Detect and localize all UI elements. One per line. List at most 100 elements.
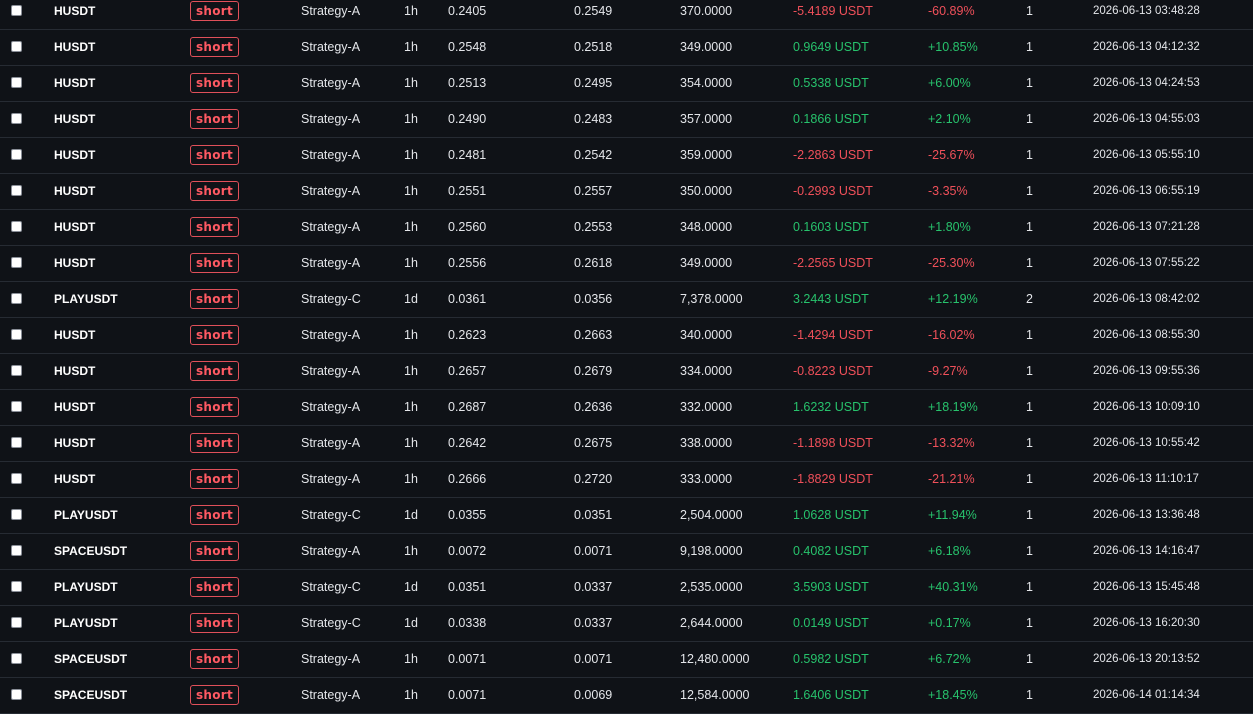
time-cell: 2026-06-13 04:55:03 <box>1093 113 1200 125</box>
row-checkbox[interactable] <box>11 149 22 160</box>
row-checkbox[interactable] <box>11 293 22 304</box>
count-cell: 1 <box>1026 508 1033 522</box>
row-checkbox[interactable] <box>11 689 22 700</box>
table-row[interactable]: HUSDT short Strategy-A 1h 0.2560 0.2553 … <box>0 210 1253 246</box>
side-badge: short <box>190 181 239 201</box>
row-checkbox[interactable] <box>11 257 22 268</box>
entry-price-cell: 0.2548 <box>448 40 487 54</box>
exit-price-cell: 0.0337 <box>574 580 613 594</box>
time-cell: 2026-06-13 14:16:47 <box>1093 545 1200 557</box>
row-checkbox[interactable] <box>11 437 22 448</box>
symbol-cell: HUSDT <box>54 148 96 162</box>
entry-price-cell: 0.2642 <box>448 436 487 450</box>
pnl-percent-cell: +6.00% <box>928 76 971 90</box>
timeframe-cell: 1h <box>404 184 418 198</box>
timeframe-cell: 1d <box>404 580 418 594</box>
count-cell: 1 <box>1026 256 1033 270</box>
entry-price-cell: 0.2560 <box>448 220 487 234</box>
row-checkbox[interactable] <box>11 473 22 484</box>
table-row[interactable]: HUSDT short Strategy-A 1h 0.2687 0.2636 … <box>0 390 1253 426</box>
entry-price-cell: 0.2657 <box>448 364 487 378</box>
quantity-cell: 349.0000 <box>680 256 733 270</box>
row-checkbox[interactable] <box>11 617 22 628</box>
table-row[interactable]: HUSDT short Strategy-A 1h 0.2666 0.2720 … <box>0 462 1253 498</box>
row-checkbox[interactable] <box>11 41 22 52</box>
table-row[interactable]: HUSDT short Strategy-A 1h 0.2623 0.2663 … <box>0 318 1253 354</box>
time-cell: 2026-06-13 10:09:10 <box>1093 401 1200 413</box>
exit-price-cell: 0.2557 <box>574 184 613 198</box>
entry-price-cell: 0.0338 <box>448 616 487 630</box>
row-checkbox[interactable] <box>11 365 22 376</box>
pnl-percent-cell: -13.32% <box>928 436 975 450</box>
table-row[interactable]: PLAYUSDT short Strategy-C 1d 0.0338 0.03… <box>0 606 1253 642</box>
count-cell: 1 <box>1026 40 1033 54</box>
table-row[interactable]: HUSDT short Strategy-A 1h 0.2657 0.2679 … <box>0 354 1253 390</box>
symbol-cell: HUSDT <box>54 328 96 342</box>
pnl-cell: 3.2443 USDT <box>793 292 869 306</box>
pnl-percent-cell: -25.67% <box>928 148 975 162</box>
quantity-cell: 12,584.0000 <box>680 688 750 702</box>
quantity-cell: 350.0000 <box>680 184 733 198</box>
row-checkbox[interactable] <box>11 401 22 412</box>
table-row[interactable]: PLAYUSDT short Strategy-C 1d 0.0355 0.03… <box>0 498 1253 534</box>
table-row[interactable]: PLAYUSDT short Strategy-C 1d 0.0351 0.03… <box>0 570 1253 606</box>
pnl-percent-cell: -21.21% <box>928 472 975 486</box>
row-checkbox[interactable] <box>11 185 22 196</box>
timeframe-cell: 1h <box>404 364 418 378</box>
exit-price-cell: 0.0356 <box>574 292 613 306</box>
table-row[interactable]: SPACEUSDT short Strategy-A 1h 0.0071 0.0… <box>0 642 1253 678</box>
pnl-cell: -0.2993 USDT <box>793 184 873 198</box>
count-cell: 1 <box>1026 616 1033 630</box>
side-badge: short <box>190 685 239 705</box>
quantity-cell: 333.0000 <box>680 472 733 486</box>
table-row[interactable]: HUSDT short Strategy-A 1h 0.2405 0.2549 … <box>0 0 1253 30</box>
side-badge: short <box>190 289 239 309</box>
time-cell: 2026-06-13 07:55:22 <box>1093 257 1200 269</box>
table-row[interactable]: HUSDT short Strategy-A 1h 0.2642 0.2675 … <box>0 426 1253 462</box>
strategy-cell: Strategy-A <box>301 436 361 450</box>
table-row[interactable]: HUSDT short Strategy-A 1h 0.2513 0.2495 … <box>0 66 1253 102</box>
count-cell: 1 <box>1026 364 1033 378</box>
strategy-cell: Strategy-A <box>301 652 361 666</box>
time-cell: 2026-06-13 09:55:36 <box>1093 365 1200 377</box>
side-badge: short <box>190 145 239 165</box>
pnl-cell: 1.0628 USDT <box>793 508 869 522</box>
row-checkbox[interactable] <box>11 113 22 124</box>
quantity-cell: 12,480.0000 <box>680 652 750 666</box>
row-checkbox[interactable] <box>11 653 22 664</box>
exit-price-cell: 0.2720 <box>574 472 613 486</box>
row-checkbox[interactable] <box>11 329 22 340</box>
row-checkbox[interactable] <box>11 221 22 232</box>
pnl-cell: 0.4082 USDT <box>793 544 869 558</box>
quantity-cell: 348.0000 <box>680 220 733 234</box>
pnl-cell: -2.2863 USDT <box>793 148 873 162</box>
quantity-cell: 340.0000 <box>680 328 733 342</box>
time-cell: 2026-06-13 20:13:52 <box>1093 653 1200 665</box>
table-row[interactable]: HUSDT short Strategy-A 1h 0.2481 0.2542 … <box>0 138 1253 174</box>
row-checkbox[interactable] <box>11 581 22 592</box>
quantity-cell: 2,644.0000 <box>680 616 743 630</box>
table-row[interactable]: SPACEUSDT short Strategy-A 1h 0.0072 0.0… <box>0 534 1253 570</box>
row-checkbox[interactable] <box>11 77 22 88</box>
row-checkbox[interactable] <box>11 5 22 16</box>
entry-price-cell: 0.0361 <box>448 292 487 306</box>
strategy-cell: Strategy-C <box>301 508 361 522</box>
symbol-cell: PLAYUSDT <box>54 508 118 522</box>
symbol-cell: HUSDT <box>54 76 96 90</box>
time-cell: 2026-06-13 08:55:30 <box>1093 329 1200 341</box>
table-row[interactable]: HUSDT short Strategy-A 1h 0.2548 0.2518 … <box>0 30 1253 66</box>
table-row[interactable]: HUSDT short Strategy-A 1h 0.2556 0.2618 … <box>0 246 1253 282</box>
pnl-cell: 0.0149 USDT <box>793 616 869 630</box>
row-checkbox[interactable] <box>11 545 22 556</box>
row-checkbox[interactable] <box>11 509 22 520</box>
count-cell: 1 <box>1026 688 1033 702</box>
table-row[interactable]: PLAYUSDT short Strategy-C 1d 0.0361 0.03… <box>0 282 1253 318</box>
table-row[interactable]: HUSDT short Strategy-A 1h 0.2490 0.2483 … <box>0 102 1253 138</box>
entry-price-cell: 0.2666 <box>448 472 487 486</box>
exit-price-cell: 0.2663 <box>574 328 613 342</box>
time-cell: 2026-06-13 06:55:19 <box>1093 185 1200 197</box>
table-row[interactable]: SPACEUSDT short Strategy-A 1h 0.0071 0.0… <box>0 678 1253 714</box>
strategy-cell: Strategy-A <box>301 220 361 234</box>
table-row[interactable]: HUSDT short Strategy-A 1h 0.2551 0.2557 … <box>0 174 1253 210</box>
exit-price-cell: 0.0337 <box>574 616 613 630</box>
